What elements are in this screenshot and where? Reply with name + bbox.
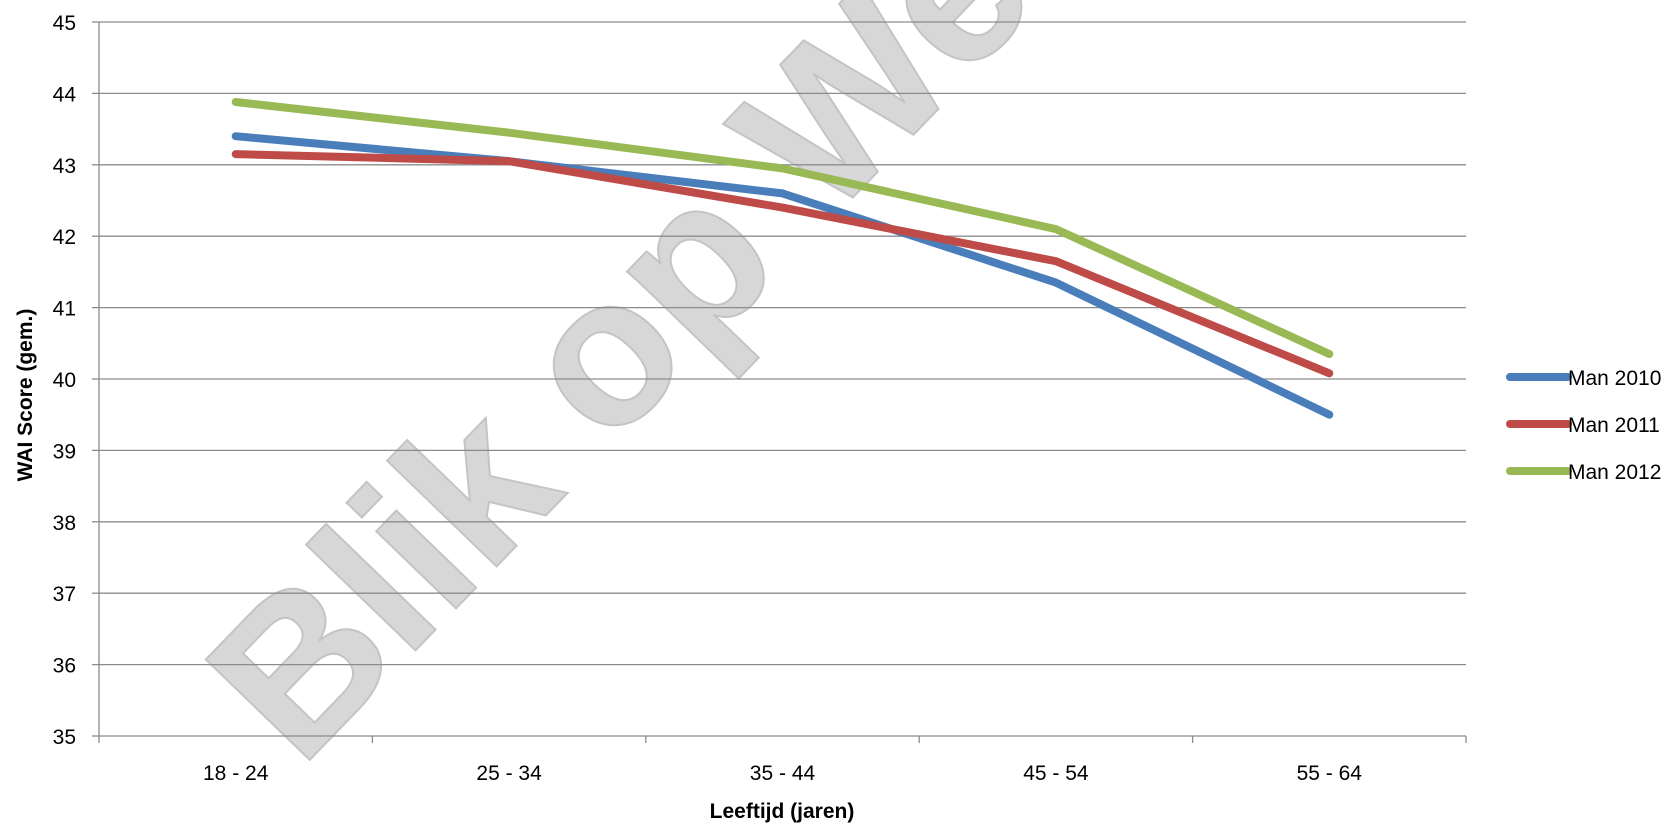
y-tick-label: 45 (53, 12, 76, 35)
legend: Man 2010 Man 2011 Man 2012 (1506, 367, 1661, 484)
y-tick-label: 41 (53, 298, 76, 321)
y-tick-label: 43 (53, 155, 76, 178)
y-tick-label: 36 (53, 655, 76, 678)
y-tick-label: 44 (53, 83, 77, 106)
series-line-man-2012 (231, 98, 1334, 358)
series-line-man-2010 (231, 132, 1334, 419)
legend-item: Man 2012 (1506, 461, 1661, 484)
x-tick-label: 55 - 64 (1297, 762, 1363, 785)
data-series (231, 98, 1334, 419)
y-tick-label: 35 (53, 726, 76, 749)
y-tick-label: 38 (53, 512, 76, 535)
y-axis-title: WAI Score (gem.) (14, 309, 37, 482)
legend-item: Man 2011 (1506, 414, 1660, 437)
legend-item: Man 2010 (1506, 367, 1661, 390)
legend-label: Man 2012 (1568, 461, 1661, 484)
y-tick-label: 42 (53, 226, 76, 249)
y-tick-label: 40 (53, 369, 76, 392)
x-tick-label: 18 - 24 (203, 762, 269, 785)
axis-labels: WAI Score (gem.) Leeftijd (jaren) (14, 309, 854, 823)
series-line-man-2011 (231, 150, 1334, 378)
legend-label: Man 2011 (1568, 414, 1660, 437)
y-tick-label: 39 (53, 440, 76, 463)
x-tick-label: 25 - 34 (476, 762, 542, 785)
y-tick-label: 37 (53, 583, 76, 606)
x-tick-label: 35 - 44 (750, 762, 816, 785)
x-tick-label: 45 - 54 (1023, 762, 1089, 785)
x-axis-title: Leeftijd (jaren) (710, 800, 855, 823)
legend-label: Man 2010 (1568, 367, 1661, 390)
axes: 35 36 37 38 39 40 41 42 43 44 45 18 - 24 25 - 34 35 -… (53, 12, 1467, 785)
